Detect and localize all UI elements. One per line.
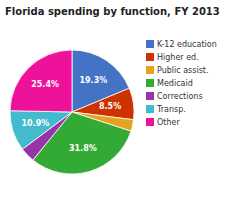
pie: [10, 50, 134, 174]
legend-swatch: [146, 66, 154, 74]
legend-swatch: [146, 105, 154, 113]
chart: Florida spending by function, FY 2013 19.…: [0, 0, 250, 200]
legend: K-12 education Higher ed. Public assist. Me…: [146, 40, 217, 127]
legend-label: Other: [157, 118, 180, 127]
slice: [10, 50, 72, 112]
data-label: 25.4%: [31, 80, 59, 89]
title: Florida spending by function, FY 2013: [5, 6, 220, 17]
data-label: 10.9%: [22, 119, 50, 128]
legend-label: K-12 education: [157, 40, 217, 49]
legend-swatch: [146, 40, 154, 48]
data-label: 8.5%: [99, 102, 121, 111]
legend-swatch: [146, 53, 154, 61]
chart-container: Florida spending by function, FY 2013 19.…: [0, 0, 250, 200]
legend-swatch: [146, 118, 154, 126]
data-labels: 19.3% 8.5% 31.8% 10.9% 25.4%: [22, 76, 122, 154]
legend-swatch: [146, 92, 154, 100]
legend-swatch: [146, 79, 154, 87]
legend-label: Transp.: [156, 105, 186, 114]
slice: [72, 50, 129, 112]
slice: [10, 111, 72, 150]
legend-label: Higher ed.: [157, 53, 199, 62]
data-label: 19.3%: [79, 76, 107, 85]
legend-label: Corrections: [157, 92, 203, 101]
data-label: 31.8%: [69, 144, 97, 153]
legend-label: Public assist.: [157, 66, 209, 75]
legend-label: Medicaid: [157, 79, 193, 88]
